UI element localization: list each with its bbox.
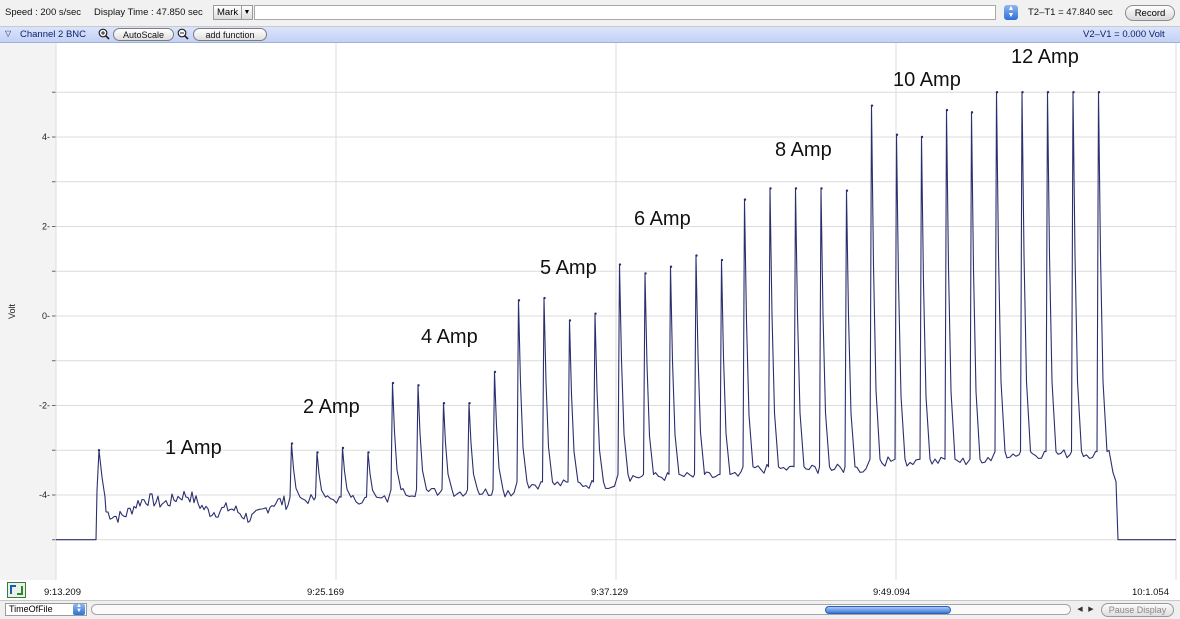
- peak-point: [391, 381, 395, 385]
- top-toolbar: Speed : 200 s/sec Display Time : 47.850 …: [0, 0, 1180, 27]
- peak-point: [517, 299, 521, 302]
- peak-point: [669, 265, 673, 268]
- stepper-icon[interactable]: ▲ ▼: [1004, 5, 1018, 20]
- y-tick-label: -2-: [39, 400, 50, 410]
- amp-annotation: 2 Amp: [303, 396, 360, 418]
- peak-point: [945, 108, 949, 112]
- peak-point: [1097, 91, 1101, 94]
- collapse-triangle-icon[interactable]: ▽: [5, 29, 12, 38]
- time-tick-label: 9:49.094: [873, 587, 910, 598]
- time-tick-label: 9:25.169: [307, 587, 344, 598]
- channel-bar: ▽ Channel 2 BNC AutoScale add function V…: [0, 27, 1180, 43]
- peak-point: [695, 254, 698, 257]
- bottom-bar: TimeOfFile ▲ ▼ ◀ ▶ Pause Display: [0, 600, 1180, 619]
- y-tick-label: -4-: [39, 490, 50, 500]
- time-tick-label: 10:1.054: [1132, 587, 1169, 598]
- speed-readout: Speed : 200 s/sec: [5, 7, 82, 18]
- scrollbar-thumb[interactable]: [825, 606, 951, 614]
- peak-point: [442, 402, 446, 405]
- peak-point: [644, 272, 647, 275]
- pause-display-button[interactable]: Pause Display: [1101, 603, 1174, 617]
- sync-icon[interactable]: [7, 582, 26, 598]
- peak-point: [895, 133, 899, 136]
- zoom-out-icon[interactable]: [177, 28, 189, 40]
- peak-point: [341, 446, 345, 450]
- v-delta-readout: V2–V1 = 0.000 Volt: [1083, 29, 1165, 40]
- amp-annotation: 1 Amp: [165, 437, 222, 459]
- peak-point: [845, 189, 849, 192]
- peak-point: [1046, 91, 1050, 94]
- mark-label: Mark: [217, 7, 239, 18]
- time-tick-label: 9:13.209: [44, 587, 81, 598]
- channel-name[interactable]: Channel 2 BNC: [20, 29, 87, 40]
- peak-point: [1072, 91, 1075, 94]
- amp-annotation: 6 Amp: [634, 208, 691, 230]
- peak-point: [970, 111, 974, 114]
- t-delta-readout: T2–T1 = 47.840 sec: [1028, 7, 1113, 18]
- amp-annotation: 5 Amp: [540, 257, 597, 279]
- amp-annotation: 8 Amp: [775, 139, 832, 161]
- zoom-in-icon[interactable]: [98, 28, 110, 40]
- y-axis-strip: [0, 43, 56, 580]
- record-button[interactable]: Record: [1125, 5, 1175, 21]
- y-tick-label: 0-: [42, 311, 50, 321]
- peak-point: [794, 187, 798, 190]
- peak-point: [820, 187, 823, 190]
- timeoffile-label: TimeOfFile: [9, 604, 53, 614]
- peak-point: [568, 319, 572, 322]
- display-time-readout: Display Time : 47.850 sec: [94, 7, 203, 18]
- peak-point: [417, 384, 420, 387]
- mark-dropdown[interactable]: Mark ▼: [213, 5, 253, 20]
- time-axis: 9:13.209 9:25.169 9:37.129 9:49.094 10:1…: [0, 580, 1180, 600]
- peak-point: [743, 198, 747, 201]
- arrow-right-icon[interactable]: ▶: [1088, 606, 1094, 613]
- y-tick-label: 2-: [42, 221, 50, 231]
- peak-point: [769, 187, 772, 190]
- peak-point: [493, 370, 497, 374]
- amp-annotation: 12 Amp: [1011, 46, 1079, 68]
- peak-point: [1021, 91, 1024, 94]
- peak-point: [97, 449, 101, 452]
- peak-point: [870, 104, 874, 107]
- stepper-icon: ▲ ▼: [73, 603, 85, 615]
- amp-annotation: 10 Amp: [893, 69, 961, 91]
- peak-point: [594, 312, 597, 315]
- voltage-trace: [56, 91, 1176, 541]
- horizontal-scrollbar[interactable]: [91, 604, 1071, 615]
- peak-point: [618, 263, 622, 266]
- arrow-left-icon[interactable]: ◀: [1077, 606, 1083, 613]
- peak-point: [316, 451, 319, 454]
- amp-annotation: 4 Amp: [421, 326, 478, 348]
- mark-text-field[interactable]: [254, 5, 996, 20]
- add-function-button[interactable]: add function: [193, 28, 267, 41]
- y-axis-label: Volt: [7, 303, 17, 319]
- peak-point: [720, 258, 724, 262]
- plot-area[interactable]: 4- 2- 0- -2- -4- Volt 1 Amp 2 Amp 4 Amp 5 Amp 6 A…: [0, 43, 1180, 580]
- autoscale-button[interactable]: AutoScale: [113, 28, 174, 41]
- chevron-down-icon: ▼: [241, 6, 252, 19]
- y-tick-label: 4-: [42, 132, 50, 142]
- peak-point: [468, 402, 471, 405]
- peak-point: [995, 91, 999, 94]
- peak-point: [920, 135, 924, 139]
- voltage-chart[interactable]: 4- 2- 0- -2- -4- Volt: [0, 43, 1180, 580]
- peak-point: [367, 451, 370, 454]
- time-tick-label: 9:37.129: [591, 587, 628, 598]
- peak-point: [543, 296, 546, 300]
- peak-point: [290, 442, 294, 445]
- timeoffile-select[interactable]: TimeOfFile ▲ ▼: [5, 603, 87, 616]
